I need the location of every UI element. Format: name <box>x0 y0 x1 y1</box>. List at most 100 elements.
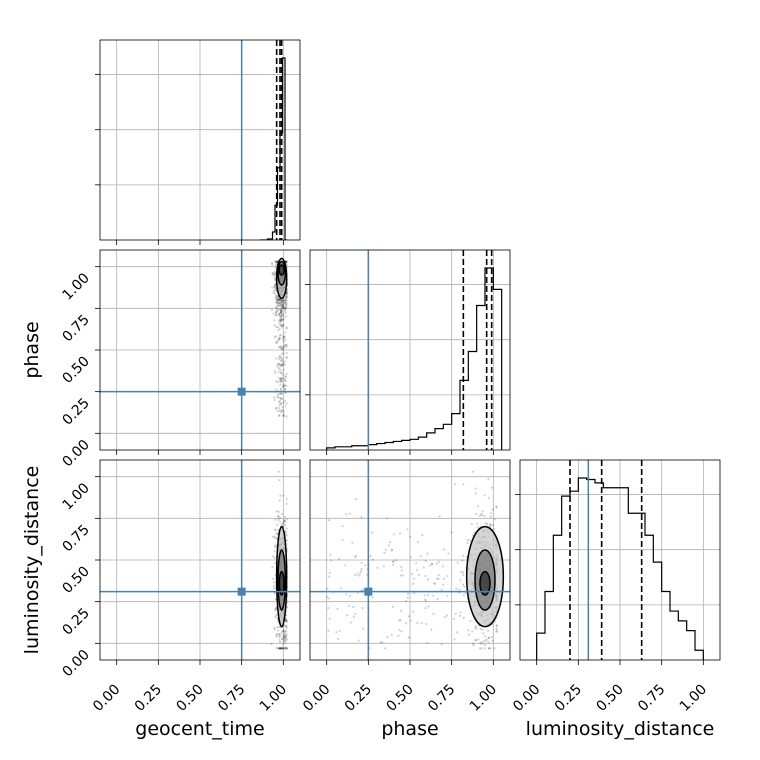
scatter-point <box>421 533 424 537</box>
scatter-point <box>274 271 277 275</box>
scatter-point <box>345 593 348 596</box>
scatter-point <box>382 565 385 568</box>
scatter-point <box>285 633 288 636</box>
scatter-point <box>279 323 282 326</box>
scatter-point <box>276 298 279 301</box>
scatter-point <box>489 523 492 526</box>
scatter-point <box>281 336 285 340</box>
scatter-point <box>277 470 280 473</box>
scatter-point <box>346 613 349 617</box>
truth-marker <box>237 387 246 396</box>
scatter-point <box>430 562 434 565</box>
scatter-point <box>278 345 281 348</box>
scatter-point <box>282 410 285 413</box>
scatter-point <box>277 367 281 370</box>
scatter-point <box>278 355 282 358</box>
scatter-point <box>424 607 427 610</box>
scatter-point <box>283 637 286 640</box>
scatter-point <box>482 632 485 635</box>
scatter-point <box>450 531 453 534</box>
scatter-point <box>284 647 287 650</box>
scatter-point <box>495 624 498 628</box>
scatter-point <box>392 560 395 563</box>
scatter-point <box>281 522 284 525</box>
scatter-point <box>285 647 288 650</box>
scatter-point <box>284 630 287 633</box>
ticks <box>95 74 284 245</box>
scatter-point <box>282 335 285 338</box>
scatter-point <box>278 647 281 650</box>
scatter-point <box>466 541 469 544</box>
panel-scatter-phase-luminosity-distance: 0.00 0.25 0.50 0.75 1.00 <box>300 459 511 715</box>
scatter-point <box>488 525 492 528</box>
truth-lines <box>100 250 300 450</box>
scatter-point <box>405 622 408 625</box>
scatter-point <box>471 630 474 633</box>
scatter-point <box>280 363 283 367</box>
scatter-point <box>391 563 395 566</box>
scatter-point <box>285 647 288 650</box>
scatter-point <box>493 647 496 650</box>
scatter-point <box>364 564 367 567</box>
scatter-point <box>327 629 330 632</box>
scatter-point <box>279 298 282 301</box>
hist-bin <box>678 621 686 660</box>
scatter-point <box>284 306 287 310</box>
scatter-point <box>277 328 280 332</box>
grid <box>100 460 300 660</box>
scatter-point <box>454 483 457 486</box>
scatter-point <box>275 613 278 617</box>
scatter-point <box>284 625 288 628</box>
scatter-point <box>352 615 355 619</box>
scatter-point <box>400 630 403 633</box>
scatter-point <box>458 588 461 591</box>
x-tick-label: 0.75 <box>425 682 458 715</box>
scatter-point <box>284 619 288 622</box>
y-tick-label: 0.50 <box>59 564 92 597</box>
scatter-point <box>278 406 281 410</box>
scatter-point <box>487 629 490 632</box>
scatter-point <box>281 299 285 302</box>
scatter-point <box>278 638 281 642</box>
scatter-point <box>285 260 288 263</box>
scatter-point <box>284 299 287 302</box>
xlabel-geocent-time: geocent_time <box>135 718 264 740</box>
scatter-point <box>383 551 386 554</box>
truth-lines <box>310 460 510 660</box>
scatter-point <box>279 356 283 360</box>
scatter-point <box>283 363 287 366</box>
scatter-point <box>277 357 281 360</box>
scatter-point <box>279 309 283 312</box>
scatter-point <box>278 414 281 417</box>
scatter-point <box>285 373 288 376</box>
scatter-point <box>337 557 340 561</box>
scatter-point <box>284 338 287 341</box>
scatter-point <box>284 307 287 310</box>
scatter-point <box>284 374 287 378</box>
scatter-point <box>281 306 285 309</box>
x-tick-label: 0.50 <box>173 682 206 715</box>
scatter-point <box>381 641 384 644</box>
scatter-point <box>285 647 288 650</box>
truth-marker <box>364 587 373 596</box>
scatter-point <box>279 383 282 386</box>
y-tick-label: 0.00 <box>59 647 92 680</box>
scatter-point <box>401 574 405 577</box>
scatter-point <box>440 643 443 646</box>
scatter-point <box>284 298 287 302</box>
scatter-point <box>280 325 283 328</box>
scatter-point <box>278 404 281 407</box>
scatter-point <box>283 336 286 339</box>
scatter-point <box>484 639 487 642</box>
scatter-point <box>277 376 280 380</box>
scatter-point <box>285 303 288 306</box>
scatter-point <box>422 566 425 569</box>
scatter-point <box>276 381 279 384</box>
scatter-point <box>273 319 276 322</box>
scatter-point <box>273 628 276 631</box>
scatter-point <box>481 510 484 513</box>
hist-step <box>536 477 704 660</box>
scatter-point <box>274 562 277 565</box>
scatter-point <box>282 338 285 341</box>
scatter-point <box>285 293 288 296</box>
